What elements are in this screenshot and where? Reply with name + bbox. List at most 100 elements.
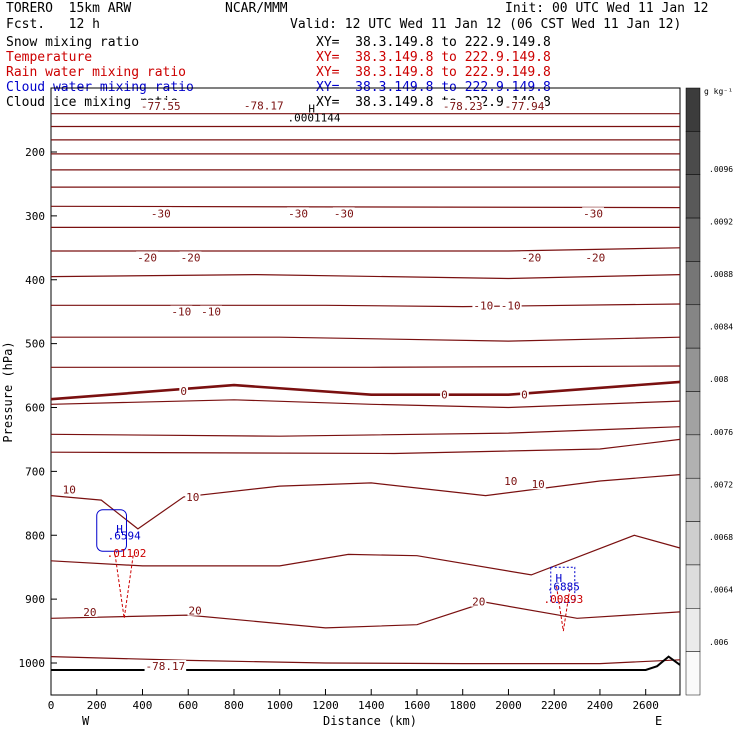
contour-label-bg <box>179 251 202 263</box>
maximum-value-label: .6885 <box>547 580 580 593</box>
x-tick-label: 0 <box>48 699 55 712</box>
forecast-hour: Fcst. 12 h <box>6 17 100 32</box>
contour-label-bg <box>136 251 158 263</box>
temperature-contour-label: -77.55 <box>141 100 181 113</box>
x-end-label-west: W <box>82 714 90 728</box>
colorbar-swatch <box>685 608 701 652</box>
x-tick-label: 600 <box>178 699 198 712</box>
x-tick-label: 1800 <box>449 699 476 712</box>
temperature-contour-label: -20 <box>585 251 605 264</box>
maximum-value-label: .00893 <box>543 593 583 606</box>
terrain-line <box>51 655 681 671</box>
isotherm-line <box>50 399 681 409</box>
y-tick-label: 800 <box>25 529 45 542</box>
temperature-contour-label: 10 <box>63 483 76 496</box>
isotherm-line <box>50 601 681 629</box>
colorbar-label: .0068 <box>709 533 733 542</box>
contour-label-bg <box>144 660 187 672</box>
colorbar-label: .006 <box>709 638 728 647</box>
contour-label-bg <box>185 490 201 502</box>
colorbar-swatch <box>685 87 701 132</box>
colorbar-swatch <box>685 564 701 609</box>
x-tick-label: 800 <box>224 699 244 712</box>
x-tick-label: 1000 <box>266 699 293 712</box>
temperature-contour-label: -30 <box>583 207 603 220</box>
field-snow-name: Snow mixing ratio <box>6 35 140 50</box>
field-temperature-name: Temperature <box>6 50 93 65</box>
colorbar-label: .0096 <box>709 165 733 174</box>
isotherm-line <box>50 426 681 437</box>
isotherm-line <box>50 273 681 280</box>
colorbar-label: .0076 <box>709 428 733 437</box>
temperature-contour-label: -10 <box>171 306 191 319</box>
colorbar-swatch <box>685 651 701 696</box>
isotherm-line <box>50 474 681 530</box>
contour-label-bg <box>139 100 182 112</box>
valid-time: Valid: 12 UTC Wed 11 Jan 12 (06 CST Wed … <box>290 17 682 32</box>
x-tick-label: 1400 <box>358 699 385 712</box>
colorbar-swatch <box>685 477 701 522</box>
contour-label-bg <box>242 99 285 111</box>
contour-label-bg <box>187 604 203 616</box>
cloud-water-contour <box>96 509 127 552</box>
colorbar-label: .0084 <box>709 323 733 332</box>
colorbar-unit: g kg⁻¹ <box>704 87 733 96</box>
isotherm-line <box>50 438 681 455</box>
x-tick-label: 1200 <box>312 699 339 712</box>
field-rain-name: Rain water mixing ratio <box>6 65 187 80</box>
temperature-contour-label: -20 <box>137 251 157 264</box>
x-tick-label: 200 <box>87 699 107 712</box>
contour-label-bg <box>520 251 543 263</box>
temperature-contour-label: -10 <box>201 306 221 319</box>
isotherm-line <box>51 336 681 342</box>
x-tick-label: 1600 <box>404 699 431 712</box>
colorbar-label: .0092 <box>709 218 733 227</box>
colorbar-swatch <box>685 304 701 349</box>
temperature-contour-label: -20 <box>521 251 541 264</box>
temperature-contour-label: 10 <box>186 491 199 504</box>
contour-label-bg <box>441 100 484 112</box>
contour-label-bg <box>149 207 172 219</box>
temperature-contour-label: -78.17 <box>244 99 284 112</box>
contour-label-bg <box>61 483 77 495</box>
x-end-label-east: E <box>655 714 662 728</box>
y-tick-label: 1000 <box>19 657 46 670</box>
field-rain-xy: XY= 38.3.149.8 to 222.9.149.8 <box>316 65 551 80</box>
isotherm-line <box>51 247 681 252</box>
colorbar-swatch <box>685 261 701 306</box>
contour-label-bg <box>332 207 355 219</box>
contour-label-bg <box>530 478 546 490</box>
temperature-contour-label: -30 <box>288 207 308 220</box>
colorbar-swatch <box>685 131 701 175</box>
contour-label-bg <box>520 388 529 400</box>
x-tick-label: 2600 <box>632 699 659 712</box>
temperature-contour-label: -10 <box>473 299 493 312</box>
temperature-contour-label: 0 <box>521 389 528 402</box>
temperature-contour-label: 10 <box>532 478 545 491</box>
temperature-contour-label: -20 <box>181 251 201 264</box>
maximum-value-label: .6594 <box>108 529 141 542</box>
rain-water-contour <box>555 586 571 632</box>
contour-label-bg <box>287 207 309 219</box>
contour-label-bg <box>499 299 522 311</box>
temperature-contour-label: 0 <box>180 385 187 398</box>
contour-label-bg <box>440 388 449 400</box>
temperature-contour-label: -78.17 <box>145 660 185 673</box>
isotherm-line <box>50 205 681 209</box>
contour-label-bg <box>584 251 607 263</box>
maximum-marker: H <box>555 572 562 585</box>
maximum-value-label: .01102 <box>107 547 147 560</box>
y-axis-title: Pressure (hPa) <box>1 341 15 442</box>
contour-label-bg <box>471 595 487 607</box>
x-tick-label: 2000 <box>495 699 522 712</box>
x-axis-title: Distance (km) <box>323 714 417 728</box>
x-tick-label: 2400 <box>587 699 614 712</box>
temperature-contour-label: -30 <box>151 207 171 220</box>
y-tick-label: 500 <box>25 338 45 351</box>
maximum-marker: H <box>116 523 123 536</box>
contour-label-bg <box>170 305 193 317</box>
model-title: TORERO 15km ARW <box>6 1 132 16</box>
center-label: NCAR/MMM <box>225 1 288 16</box>
x-tick-label: 2200 <box>541 699 568 712</box>
maximum-marker: H <box>308 103 315 116</box>
